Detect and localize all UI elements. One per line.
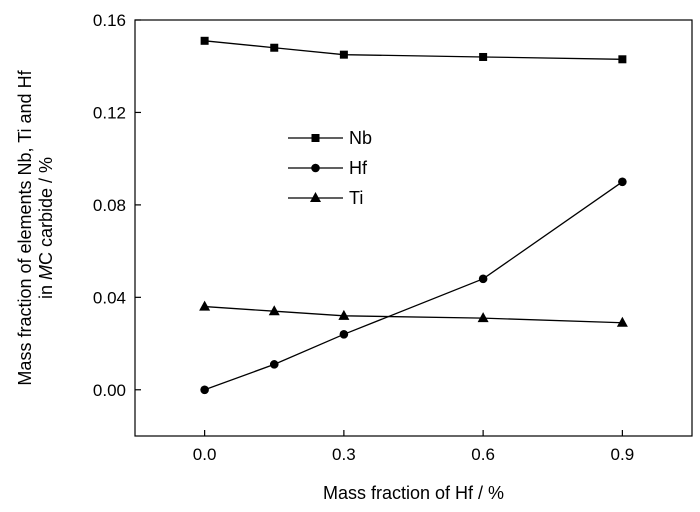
y-tick-label: 0.08 [93, 196, 126, 215]
y-axis-title-line1: Mass fraction of elements Nb, Ti and Hf [15, 69, 35, 385]
legend-item-ti: Ti [288, 188, 363, 208]
series-nb-point [479, 52, 488, 61]
legend-label-nb: Nb [349, 128, 372, 148]
series-hf-point [200, 385, 209, 395]
plot-frame [134, 19, 693, 437]
series-hf-point [269, 360, 279, 369]
legend-label-ti: Ti [349, 188, 363, 208]
y-tick-label: 0.12 [93, 103, 126, 122]
y-axis-title-line2-prefix: in [36, 280, 56, 299]
series-ti [199, 300, 628, 327]
legend-label-hf: Hf [349, 158, 368, 178]
series-hf-point [339, 330, 349, 339]
series-ti-point [616, 316, 628, 327]
legend-marker-hf [311, 163, 320, 173]
legend: Nb Hf Ti [288, 128, 372, 208]
y-axis-title-line2-italic: M [36, 265, 56, 280]
series-ti-line [204, 305, 623, 324]
y-tick-label: 0.16 [93, 11, 126, 30]
y-tick-label: 0.04 [93, 288, 126, 307]
legend-item-hf: Hf [288, 158, 368, 178]
series-hf [200, 177, 627, 395]
x-tick-label: 0.6 [471, 445, 495, 464]
x-tick-label: 0.0 [193, 445, 217, 464]
series-hf-point [478, 274, 488, 284]
series-nb-point [618, 55, 627, 64]
y-axis-title-line2-suffix: C carbide / % [36, 157, 56, 265]
x-tick-label: 0.9 [611, 445, 635, 464]
series-hf-line [204, 181, 623, 391]
series-layer [199, 36, 628, 395]
series-nb-point [200, 36, 209, 45]
x-tick-label: 0.3 [332, 445, 356, 464]
series-hf-point [618, 177, 627, 187]
legend-marker-ti [310, 192, 321, 202]
series-ti-point [268, 305, 280, 316]
x-axis-ticks: 0.0 0.3 0.6 0.9 [193, 430, 634, 464]
series-nb [200, 36, 627, 64]
series-nb-line [204, 40, 623, 60]
series-ti-point [338, 309, 350, 320]
series-nb-point [270, 43, 279, 52]
y-axis-ticks: 0.00 0.04 0.08 0.12 0.16 [93, 11, 141, 400]
series-nb-point [339, 50, 348, 59]
x-axis-title: Mass fraction of Hf / % [323, 483, 504, 503]
y-axis-title: Mass fraction of elements Nb, Ti and Hf … [15, 69, 56, 385]
series-ti-point [199, 300, 211, 311]
series-ti-point [477, 312, 489, 323]
y-tick-label: 0.00 [93, 381, 126, 400]
legend-item-nb: Nb [288, 128, 372, 148]
y-axis-title-line2: in MC carbide / % [36, 157, 56, 299]
legend-marker-nb [311, 134, 320, 142]
